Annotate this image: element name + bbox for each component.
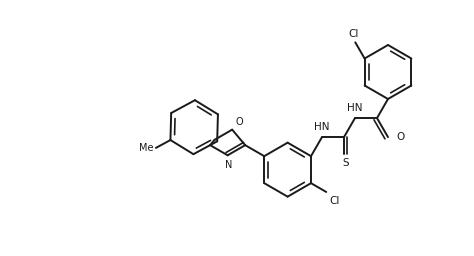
Text: HN: HN — [347, 103, 363, 113]
Text: S: S — [343, 158, 349, 168]
Text: Cl: Cl — [348, 29, 358, 39]
Text: HN: HN — [314, 122, 330, 132]
Text: Cl: Cl — [329, 196, 339, 206]
Text: N: N — [225, 160, 232, 170]
Text: Me: Me — [139, 143, 154, 153]
Text: O: O — [396, 132, 404, 142]
Text: O: O — [235, 117, 243, 127]
